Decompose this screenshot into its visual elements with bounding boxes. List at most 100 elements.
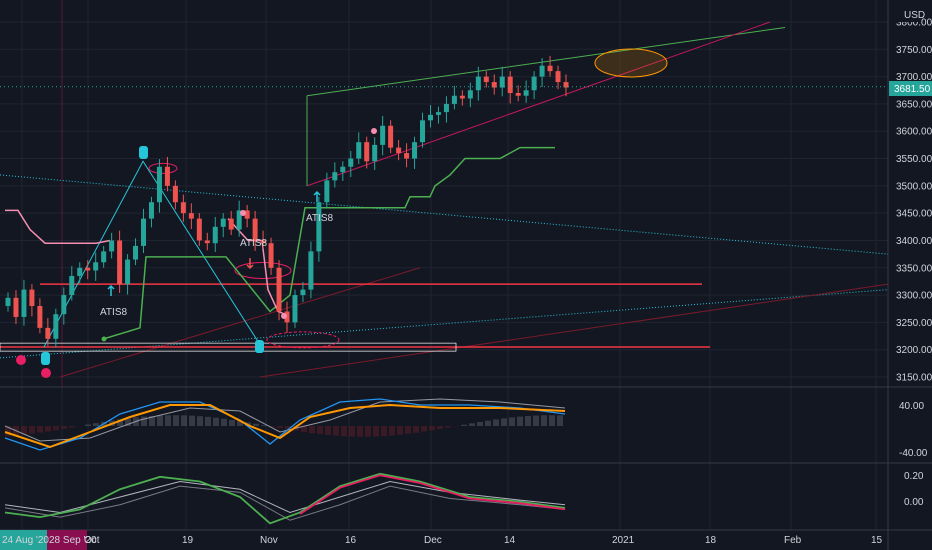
zigzag-pattern [43, 160, 259, 348]
currency-label: USD [904, 10, 925, 21]
top-ellipse [148, 162, 178, 174]
price-tick-label: 3400.00 [896, 236, 932, 247]
histogram-bar [373, 426, 379, 437]
candle-up [332, 172, 338, 181]
candle-up [412, 142, 418, 159]
candle-up [77, 267, 83, 276]
histogram-bar [445, 426, 451, 428]
candle-up [93, 262, 99, 271]
oscillator-axis[interactable]: 40.00 -40.00 0.20 0.00 [899, 401, 928, 508]
candle-up [340, 166, 346, 173]
candle-up [467, 90, 473, 99]
time-tick-label: 24 Aug '20 [2, 535, 49, 546]
candle-up [125, 259, 131, 285]
date-highlight-1 [0, 530, 47, 550]
histogram-bar [517, 416, 523, 426]
down-arrow-icon [246, 258, 254, 270]
candle-up [427, 114, 433, 121]
candle-up [292, 295, 298, 323]
time-tick-label: Feb [784, 535, 802, 546]
histogram-bar [557, 415, 563, 426]
candle-up [212, 226, 218, 244]
time-tick-label: 16 [345, 535, 357, 546]
price-tick-label: 3600.00 [896, 127, 932, 138]
price-tick-label: 3500.00 [896, 181, 932, 192]
candle-up [220, 218, 226, 227]
histogram-bar [197, 416, 203, 426]
candle-up [21, 289, 27, 317]
target-ellipse [594, 48, 668, 78]
candle-down [388, 125, 394, 148]
osc2-green-line [4, 472, 566, 525]
osc1-slow-line [4, 398, 566, 442]
candle-down [252, 218, 258, 241]
price-axis[interactable]: 3800.00 3750.00 3700.00 3650.00 3600.00 3550.… [896, 18, 932, 384]
price-tick-label: 3300.00 [896, 291, 932, 302]
pivot-marker-left [41, 352, 50, 365]
up-arrow-icon [107, 284, 115, 296]
histogram-bar [525, 416, 531, 426]
histogram-bar [213, 417, 219, 426]
price-tick-label: 3750.00 [896, 45, 932, 56]
histogram-bar [205, 416, 211, 426]
histogram-bar [541, 415, 547, 426]
histogram-bar [85, 424, 91, 426]
up-arrow-icon [313, 190, 321, 202]
mid-ellipse [234, 262, 292, 279]
candle-up [539, 65, 545, 77]
candle-down [491, 82, 497, 88]
pink-dot-1 [16, 355, 26, 365]
candle-up [101, 251, 107, 263]
price-tick-label: 3700.00 [896, 72, 932, 83]
candle-down [364, 142, 370, 162]
osc1-tick-label: -40.00 [899, 448, 928, 459]
histogram-bar [381, 426, 387, 437]
candle-up [523, 90, 529, 96]
candle-down [404, 153, 410, 159]
candle-up [109, 240, 115, 252]
candle-up [451, 95, 457, 104]
currency-box [893, 8, 921, 22]
time-tick-label: 28 Sep '20 [49, 535, 97, 546]
histogram-bar [389, 426, 395, 436]
histogram-bar [357, 426, 363, 437]
candle-down [515, 93, 521, 96]
price-tick-label: 3350.00 [896, 263, 932, 274]
candle-down [45, 327, 51, 339]
histogram-bar [469, 423, 475, 426]
candle-down [29, 289, 35, 306]
time-tick-label: Dec [424, 535, 442, 546]
histogram-bar [21, 426, 27, 435]
annotation-label: ATIS8 [240, 238, 267, 249]
candle-down [260, 240, 266, 244]
candle-down [196, 218, 202, 241]
candle-up [316, 202, 322, 252]
candle-down [268, 243, 274, 268]
candle-up [236, 210, 242, 230]
pink-dot-2 [41, 368, 51, 378]
histogram-bar [349, 426, 355, 437]
time-tick-label: Nov [260, 535, 278, 546]
histogram-bar [69, 426, 75, 428]
candle-down [459, 95, 465, 99]
histogram-bar [221, 418, 227, 426]
price-tick-label: 3150.00 [896, 373, 932, 384]
candle-down [276, 267, 282, 312]
candle-down [188, 213, 194, 219]
candle-down [204, 240, 210, 244]
histogram-bar [253, 423, 259, 426]
annotation-label: ATIS8 [100, 307, 127, 318]
osc2-white-line [4, 480, 566, 514]
time-tick-label: Oct [84, 535, 100, 546]
faint-diagonal-1 [59, 267, 421, 378]
pink-dot-small [240, 210, 246, 216]
histogram-bar [149, 415, 155, 426]
time-tick-label: 19 [182, 535, 194, 546]
histogram-bar [325, 426, 331, 436]
pivot-marker-top [139, 146, 148, 159]
histogram-bar [405, 426, 411, 434]
candle-up [308, 251, 314, 290]
histogram-bar [501, 418, 507, 426]
